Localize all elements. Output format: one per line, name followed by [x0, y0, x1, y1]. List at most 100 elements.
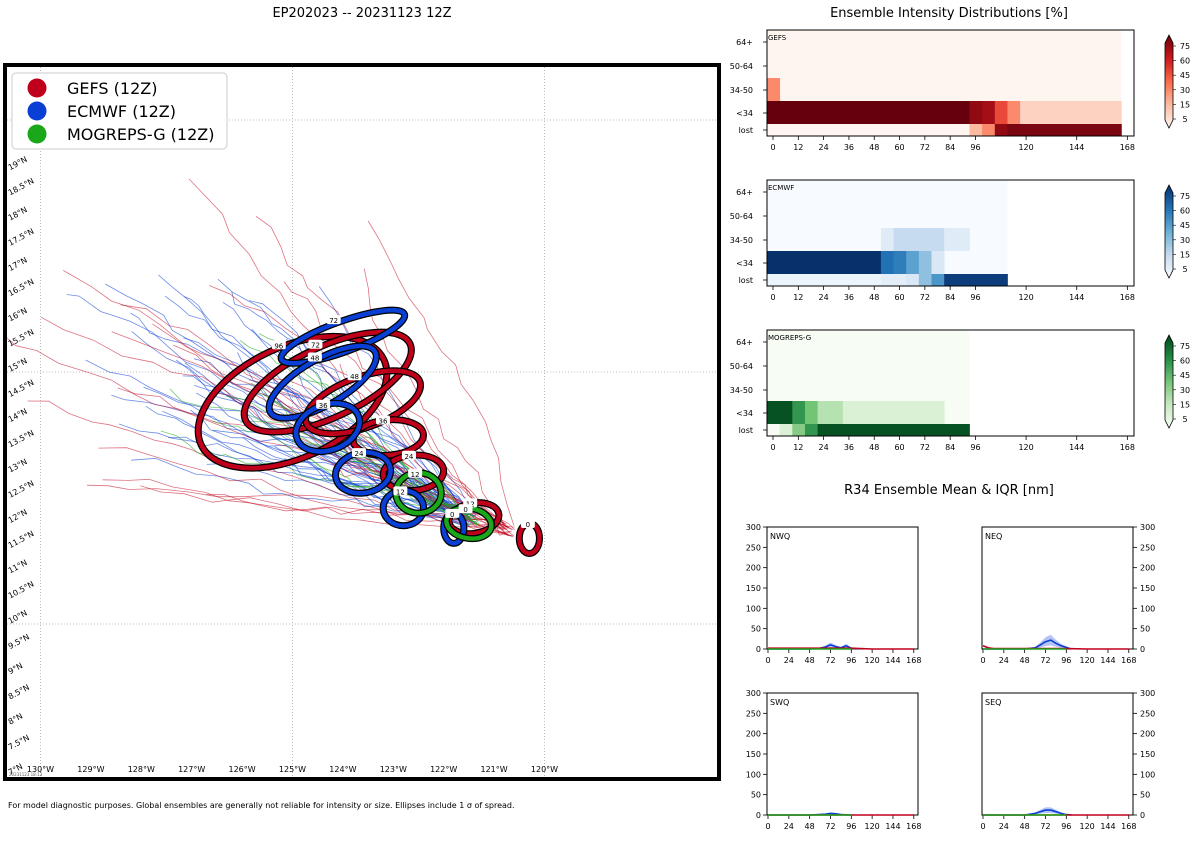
y-tick-label: 100	[746, 770, 761, 779]
hour-label: 0	[450, 511, 454, 519]
x-tick-label: 120	[1079, 822, 1094, 831]
intensity-title: Ensemble Intensity Distributions [%]	[830, 6, 1068, 21]
x-tick-label: 144	[1100, 656, 1115, 665]
r34-panel-name: SWQ	[770, 698, 789, 707]
y-tick-label: 150	[746, 750, 761, 759]
hour-label: 72	[311, 342, 320, 350]
x-tick-label: 84	[945, 443, 955, 452]
hour-label: 36	[319, 402, 328, 410]
footnote: For model diagnostic purposes. Global en…	[8, 801, 515, 810]
ensemble-track	[250, 382, 471, 520]
x-tick-label: 24	[999, 822, 1009, 831]
hour-label-bg	[351, 448, 366, 458]
hour-label-bg	[316, 399, 331, 409]
timestamp-stamp: 20231123 18:13	[9, 772, 43, 777]
colorbar	[1164, 334, 1174, 429]
heatmap-cell	[994, 101, 1008, 124]
heatmap-cell	[944, 274, 1008, 286]
x-tick-label: 48	[869, 143, 879, 152]
x-tick-label: 72	[920, 143, 930, 152]
ensemble-track	[86, 484, 504, 526]
hour-label: 0	[463, 506, 467, 514]
hour-label-bg	[307, 352, 322, 362]
y-tick-label: 50	[1140, 791, 1150, 800]
x-tick-label: 144	[885, 656, 900, 665]
hour-label-bg	[375, 415, 390, 425]
r34-panel-swq: SWQ 0 50 100 150 200 250 300 0 24 48 72 96 120 144 168	[746, 689, 922, 831]
x-tick-label: 24	[819, 143, 829, 152]
hour-label: 96	[274, 342, 283, 350]
y-tick-label: 0	[756, 811, 761, 820]
r34-panel-nwq: NWQ 0 50 100 150 200 250 300 0 24 48 72 96 120 144 168	[746, 523, 922, 665]
y-tick-label: 250	[1140, 709, 1155, 718]
r34-frame	[981, 526, 1134, 650]
row-label: 64+	[736, 338, 753, 347]
ellipse-stroke	[241, 329, 414, 435]
heatmap-cell	[880, 228, 894, 251]
colorbar-tick-label: 15	[1180, 250, 1190, 259]
colorbar-tick-label: 60	[1180, 207, 1190, 216]
ensemble-track	[283, 281, 513, 537]
heatmap-panel-ecmwf: 64+ 50-64 34-50 <34 lost ECMWF 0 12 24 36 48 60 72 84…	[730, 179, 1190, 302]
hour-label-bg	[393, 486, 408, 496]
x-tick-label: 96	[846, 822, 856, 831]
x-tick-label: 72	[825, 822, 835, 831]
r34-panel-name: SEQ	[985, 698, 1001, 707]
x-tick-label: 12	[793, 443, 803, 452]
x-tick-label: 0	[980, 822, 985, 831]
hour-label-bg	[445, 508, 460, 518]
x-tick-label: 48	[1020, 656, 1030, 665]
colorbar-tick-label: 30	[1180, 86, 1190, 95]
y-tick-label: 300	[1140, 523, 1155, 532]
x-tick-label: 120	[1018, 143, 1033, 152]
row-label: <34	[736, 109, 753, 118]
row-label: 50-64	[730, 62, 753, 71]
lon-tick-label: 124°W	[329, 765, 356, 774]
x-tick-label: 168	[1121, 822, 1136, 831]
hour-label: 36	[379, 417, 388, 425]
x-tick-label: 72	[1040, 822, 1050, 831]
heatmap-cell	[969, 124, 983, 136]
y-tick-label: 100	[1140, 770, 1155, 779]
map-legend: GEFS (12Z) ECMWF (12Z) MOGREPS-G (12Z)	[11, 72, 228, 150]
heatmap-cell	[767, 124, 970, 136]
panel-name: GEFS	[768, 34, 787, 42]
y-tick-label: 150	[746, 584, 761, 593]
x-tick-label: 48	[805, 656, 815, 665]
lon-tick-label: 123°W	[380, 765, 407, 774]
heatmap-cell	[767, 101, 970, 124]
ensemble-track	[102, 478, 504, 528]
legend-box	[11, 72, 228, 150]
x-tick-label: 60	[894, 293, 904, 302]
heatmap-cell	[817, 401, 844, 424]
panel-name: MOGREPS-G	[768, 334, 811, 342]
heatmap-cell	[906, 251, 920, 274]
iqr-band	[983, 634, 1072, 649]
x-tick-label: 120	[1018, 293, 1033, 302]
heatmap-cell	[792, 401, 806, 424]
map-frame	[3, 63, 721, 781]
lon-tick-label: 130°W	[27, 765, 54, 774]
hour-label: 72	[329, 317, 338, 325]
x-tick-label: 48	[1020, 822, 1030, 831]
heatmap-cell	[982, 124, 996, 136]
row-label: 50-64	[730, 212, 753, 221]
heatmap-cell	[880, 251, 894, 274]
hour-label: 12	[411, 471, 420, 479]
y-tick-label: 250	[746, 709, 761, 718]
legend-marker	[27, 78, 47, 98]
heatmap-cell	[982, 101, 996, 124]
heatmap-cell	[994, 124, 1008, 136]
row-label: 34-50	[730, 236, 753, 245]
hour-label-bg	[401, 450, 416, 460]
iqr-band	[768, 642, 857, 649]
x-tick-label: 24	[999, 656, 1009, 665]
colorbar-tick-label: 5	[1182, 265, 1187, 274]
x-tick-label: 0	[770, 443, 775, 452]
r34-frame	[766, 526, 919, 650]
colorbar-tick-label: 75	[1180, 42, 1190, 51]
lon-tick-label: 128°W	[128, 765, 155, 774]
r34-panel-name: NEQ	[985, 532, 1002, 541]
y-tick-label: 50	[1140, 625, 1150, 634]
x-tick-label: 96	[846, 656, 856, 665]
